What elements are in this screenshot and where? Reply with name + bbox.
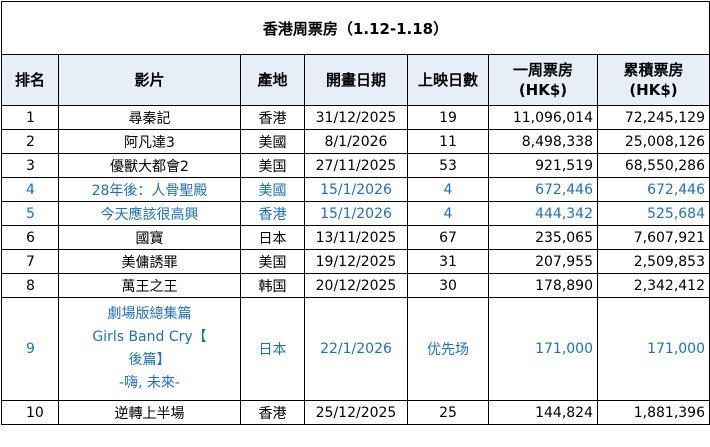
- table-row: 8 萬王之王 韩国 20/12/2025 30 178,890 2,342,41…: [1, 273, 710, 298]
- weekly-cell: 8,498,338: [488, 129, 598, 154]
- origin-cell: 美國: [240, 129, 305, 154]
- weekly-cell: 207,955: [488, 249, 598, 274]
- film-cell: 國寶: [58, 225, 241, 250]
- rank-cell: 9: [1, 297, 59, 401]
- header-origin: 產地: [240, 54, 305, 106]
- days-cell: 4: [407, 177, 489, 202]
- table-row: 4 28年後：人骨聖殿 美國 15/1/2026 4 672,446 672,4…: [1, 177, 710, 202]
- release-cell: 20/12/2025: [304, 273, 408, 298]
- film-title-line: 劇場版總集篇: [107, 306, 192, 322]
- table-title: 香港周票房（1.12-1.18）: [262, 19, 449, 38]
- days-cell: 4: [407, 201, 489, 226]
- release-cell: 22/1/2026: [304, 297, 408, 401]
- release-cell: 15/1/2026: [304, 177, 408, 202]
- header-film: 影片: [58, 54, 241, 106]
- film-title-line: -嗨, 未來-: [118, 375, 180, 391]
- days-cell: 25: [407, 400, 489, 425]
- release-cell: 13/11/2025: [304, 225, 408, 250]
- weekly-cell: 444,342: [488, 201, 598, 226]
- rank-cell: 1: [1, 105, 59, 130]
- weekly-cell: 178,890: [488, 273, 598, 298]
- release-cell: 15/1/2026: [304, 201, 408, 226]
- header-release-date: 開畫日期: [304, 54, 408, 106]
- rank-cell: 4: [1, 177, 59, 202]
- film-cell: 優獸大都會2: [58, 153, 241, 178]
- origin-cell: 韩国: [240, 273, 305, 298]
- total-cell: 2,342,412: [597, 273, 710, 298]
- table-row: 7 美傭誘罪 美国 19/12/2025 31 207,955 2,509,85…: [1, 249, 710, 274]
- days-cell: 优先场: [407, 297, 489, 401]
- film-title-line: 後篇】: [128, 352, 171, 368]
- release-cell: 19/12/2025: [304, 249, 408, 274]
- weekly-cell: 144,824: [488, 400, 598, 425]
- rank-cell: 2: [1, 129, 59, 154]
- total-cell: 171,000: [597, 297, 710, 401]
- weekly-cell: 672,446: [488, 177, 598, 202]
- days-cell: 67: [407, 225, 489, 250]
- table-row: 9 劇場版總集篇 Girls Band Cry【 後篇】 -嗨, 未來- 日本 …: [1, 297, 710, 401]
- film-cell: 萬王之王: [58, 273, 241, 298]
- header-weekly-gross-line2: (HK$): [518, 81, 568, 99]
- rank-cell: 8: [1, 273, 59, 298]
- table-row: 6 國寶 日本 13/11/2025 67 235,065 7,607,921: [1, 225, 710, 250]
- days-cell: 11: [407, 129, 489, 154]
- table-row: 10 逆轉上半場 香港 25/12/2025 25 144,824 1,881,…: [1, 400, 710, 425]
- total-cell: 525,684: [597, 201, 710, 226]
- origin-cell: 美国: [240, 249, 305, 274]
- box-office-table: 香港周票房（1.12-1.18） 排名 影片 產地 開畫日期 上映日數 一周票房…: [1, 1, 710, 425]
- header-weekly-gross: 一周票房 (HK$): [488, 54, 598, 106]
- weekly-cell: 171,000: [488, 297, 598, 401]
- table-row: 5 今天應該很高興 香港 15/1/2026 4 444,342 525,684: [1, 201, 710, 226]
- film-cell: 劇場版總集篇 Girls Band Cry【 後篇】 -嗨, 未來-: [58, 297, 241, 401]
- film-cell: 逆轉上半場: [58, 400, 241, 425]
- origin-cell: 香港: [240, 201, 305, 226]
- total-cell: 68,550,286: [597, 153, 710, 178]
- header-total-gross-line2: (HK$): [629, 81, 678, 99]
- header-weekly-gross-line1: 一周票房: [512, 61, 573, 79]
- origin-cell: 香港: [240, 400, 305, 425]
- total-cell: 672,446: [597, 177, 710, 202]
- rank-cell: 7: [1, 249, 59, 274]
- header-total-gross: 累積票房 (HK$): [597, 54, 710, 106]
- film-cell: 28年後：人骨聖殿: [58, 177, 241, 202]
- film-cell: 尋秦記: [58, 105, 241, 130]
- rank-cell: 3: [1, 153, 59, 178]
- header-rank: 排名: [1, 54, 59, 106]
- days-cell: 31: [407, 249, 489, 274]
- total-cell: 25,008,126: [597, 129, 710, 154]
- origin-cell: 香港: [240, 105, 305, 130]
- total-cell: 7,607,921: [597, 225, 710, 250]
- total-cell: 72,245,129: [597, 105, 710, 130]
- weekly-cell: 921,519: [488, 153, 598, 178]
- rank-cell: 10: [1, 400, 59, 425]
- film-cell: 美傭誘罪: [58, 249, 241, 274]
- film-title-line: Girls Band Cry【: [92, 329, 207, 345]
- release-cell: 27/11/2025: [304, 153, 408, 178]
- days-cell: 30: [407, 273, 489, 298]
- rank-cell: 6: [1, 225, 59, 250]
- origin-cell: 美國: [240, 177, 305, 202]
- header-row: 排名 影片 產地 開畫日期 上映日數 一周票房 (HK$) 累積票房 (HK$): [1, 54, 710, 106]
- header-total-gross-line1: 累積票房: [623, 61, 684, 79]
- total-cell: 2,509,853: [597, 249, 710, 274]
- table-row: 2 阿凡達3 美國 8/1/2026 11 8,498,338 25,008,1…: [1, 129, 710, 154]
- days-cell: 19: [407, 105, 489, 130]
- weekly-cell: 235,065: [488, 225, 598, 250]
- header-days-showing: 上映日數: [407, 54, 489, 106]
- table-row: 3 優獸大都會2 美国 27/11/2025 53 921,519 68,550…: [1, 153, 710, 178]
- release-cell: 8/1/2026: [304, 129, 408, 154]
- release-cell: 31/12/2025: [304, 105, 408, 130]
- days-cell: 53: [407, 153, 489, 178]
- rank-cell: 5: [1, 201, 59, 226]
- film-cell: 今天應該很高興: [58, 201, 241, 226]
- origin-cell: 美国: [240, 153, 305, 178]
- table-row: 1 尋秦記 香港 31/12/2025 19 11,096,014 72,245…: [1, 105, 710, 130]
- release-cell: 25/12/2025: [304, 400, 408, 425]
- origin-cell: 日本: [240, 225, 305, 250]
- table-title-cell: 香港周票房（1.12-1.18）: [1, 1, 710, 55]
- total-cell: 1,881,396: [597, 400, 710, 425]
- origin-cell: 日本: [240, 297, 305, 401]
- weekly-cell: 11,096,014: [488, 105, 598, 130]
- film-cell: 阿凡達3: [58, 129, 241, 154]
